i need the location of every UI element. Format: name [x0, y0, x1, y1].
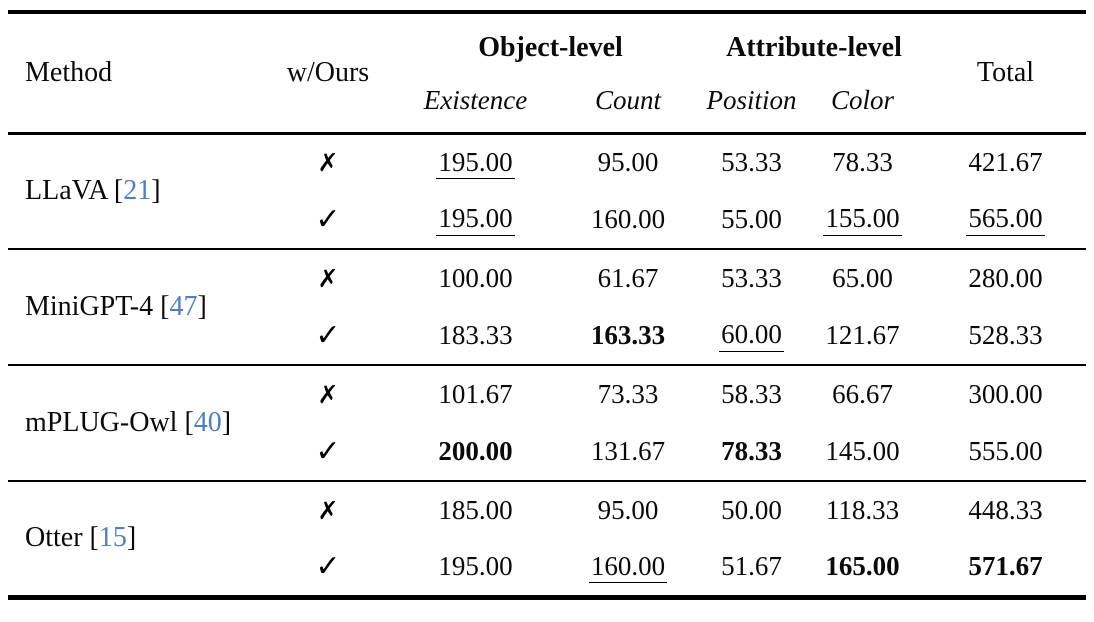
score-total: 300.00 — [968, 379, 1043, 409]
score-count: 73.33 — [597, 379, 659, 409]
score-position: 60.00 — [719, 320, 784, 352]
score-existence: 195.00 — [438, 551, 513, 582]
method-name-mplug-owl: mPLUG-Owl [40] — [8, 364, 258, 481]
score-total: 555.00 — [968, 436, 1043, 466]
score-total: 280.00 — [968, 263, 1043, 293]
method-label: LLaVA — [25, 175, 107, 207]
cross-mark-icon: ✗ — [317, 148, 339, 178]
table-row: ✓ 195.00 160.00 55.00 155.00 565.00 — [8, 191, 1086, 249]
score-existence: 185.00 — [438, 495, 513, 525]
table-row: LLaVA [21] ✗ 195.00 95.00 53.33 78.33 42… — [8, 133, 1086, 206]
cross-mark-icon: ✗ — [317, 380, 339, 409]
score-position: 58.33 — [721, 379, 782, 409]
score-total: 421.67 — [968, 147, 1043, 178]
score-position: 53.33 — [721, 147, 782, 178]
score-existence: 101.67 — [438, 379, 513, 409]
score-existence: 195.00 — [436, 147, 515, 179]
method-label: MiniGPT-4 — [25, 291, 154, 322]
table-row: ✓ 195.00 160.00 51.67 165.00 571.67 — [8, 539, 1086, 597]
score-existence: 200.00 — [438, 436, 513, 466]
score-total: 565.00 — [966, 204, 1045, 236]
table-row: ✓ 200.00 131.67 78.33 145.00 555.00 — [8, 423, 1086, 481]
score-count: 160.00 — [590, 204, 666, 234]
citation-bracket: ] — [197, 291, 207, 322]
group-header-attribute-level: Attribute-level — [726, 32, 902, 63]
column-header-position: Position — [703, 64, 800, 135]
method-label: Otter — [25, 522, 83, 554]
score-position: 78.33 — [721, 436, 782, 466]
score-color: 165.00 — [825, 551, 900, 582]
score-color: 121.67 — [825, 320, 900, 350]
citation-bracket: [ — [113, 175, 124, 207]
column-header-count: Count — [553, 64, 703, 135]
group-header-object-level: Object-level — [478, 32, 623, 63]
benchmark-results-table: Method w/Ours Object-level Attribute-lev… — [8, 10, 1086, 600]
score-total: 528.33 — [968, 320, 1043, 350]
check-mark-icon: ✓ — [315, 318, 341, 353]
method-name-otter: Otter [15] — [8, 480, 258, 597]
method-label: mPLUG-Owl — [25, 407, 178, 438]
citation-bracket: ] — [151, 175, 161, 207]
score-color: 118.33 — [825, 495, 900, 525]
column-header-color: Color — [800, 64, 925, 135]
score-existence: 195.00 — [436, 204, 515, 236]
score-existence: 100.00 — [438, 263, 513, 293]
score-position: 55.00 — [721, 204, 782, 234]
score-color: 155.00 — [823, 204, 902, 236]
citation-link[interactable]: 21 — [123, 175, 152, 207]
column-header-w-ours: w/Ours — [258, 12, 398, 135]
score-count: 131.67 — [590, 436, 666, 466]
score-color: 145.00 — [825, 436, 900, 466]
column-header-existence: Existence — [398, 64, 553, 135]
table-header: Method w/Ours Object-level Attribute-lev… — [8, 12, 1086, 135]
method-name-minigpt4: MiniGPT-4 [47] — [8, 248, 258, 365]
score-total: 571.67 — [968, 551, 1043, 582]
citation-bracket: [ — [184, 407, 194, 438]
column-header-total: Total — [925, 12, 1086, 135]
score-count: 163.33 — [590, 320, 666, 350]
citation-bracket: [ — [89, 522, 99, 554]
citation-link[interactable]: 40 — [193, 407, 222, 438]
citation-bracket: ] — [221, 407, 232, 438]
score-existence: 183.33 — [438, 320, 513, 350]
citation-bracket: ] — [126, 522, 137, 554]
score-position: 50.00 — [721, 495, 782, 525]
score-count: 95.00 — [597, 495, 659, 525]
citation-link[interactable]: 47 — [169, 291, 198, 322]
check-mark-icon: ✓ — [315, 202, 341, 237]
cross-mark-icon: ✗ — [317, 496, 339, 525]
cross-mark-icon: ✗ — [317, 264, 339, 293]
table-row: mPLUG-Owl [40] ✗ 101.67 73.33 58.33 66.6… — [8, 364, 1086, 481]
score-count: 160.00 — [588, 551, 668, 583]
check-mark-icon: ✓ — [315, 434, 341, 469]
column-header-method: Method — [8, 12, 258, 135]
score-position: 51.67 — [721, 551, 782, 582]
score-position: 53.33 — [721, 263, 782, 293]
check-mark-icon: ✓ — [315, 549, 341, 585]
score-count: 61.67 — [597, 263, 659, 293]
score-total: 448.33 — [968, 495, 1043, 525]
score-color: 78.33 — [832, 147, 893, 178]
method-name-llava: LLaVA [21] — [8, 133, 258, 249]
score-color: 65.00 — [832, 263, 893, 293]
score-count: 95.00 — [597, 147, 659, 178]
citation-link[interactable]: 15 — [98, 522, 127, 554]
table-row: Otter [15] ✗ 185.00 95.00 50.00 118.33 4… — [8, 480, 1086, 597]
table-row: ✓ 183.33 163.33 60.00 121.67 528.33 — [8, 307, 1086, 365]
citation-bracket: [ — [160, 291, 170, 322]
score-color: 66.67 — [832, 379, 893, 409]
table-row: MiniGPT-4 [47] ✗ 100.00 61.67 53.33 65.0… — [8, 248, 1086, 365]
